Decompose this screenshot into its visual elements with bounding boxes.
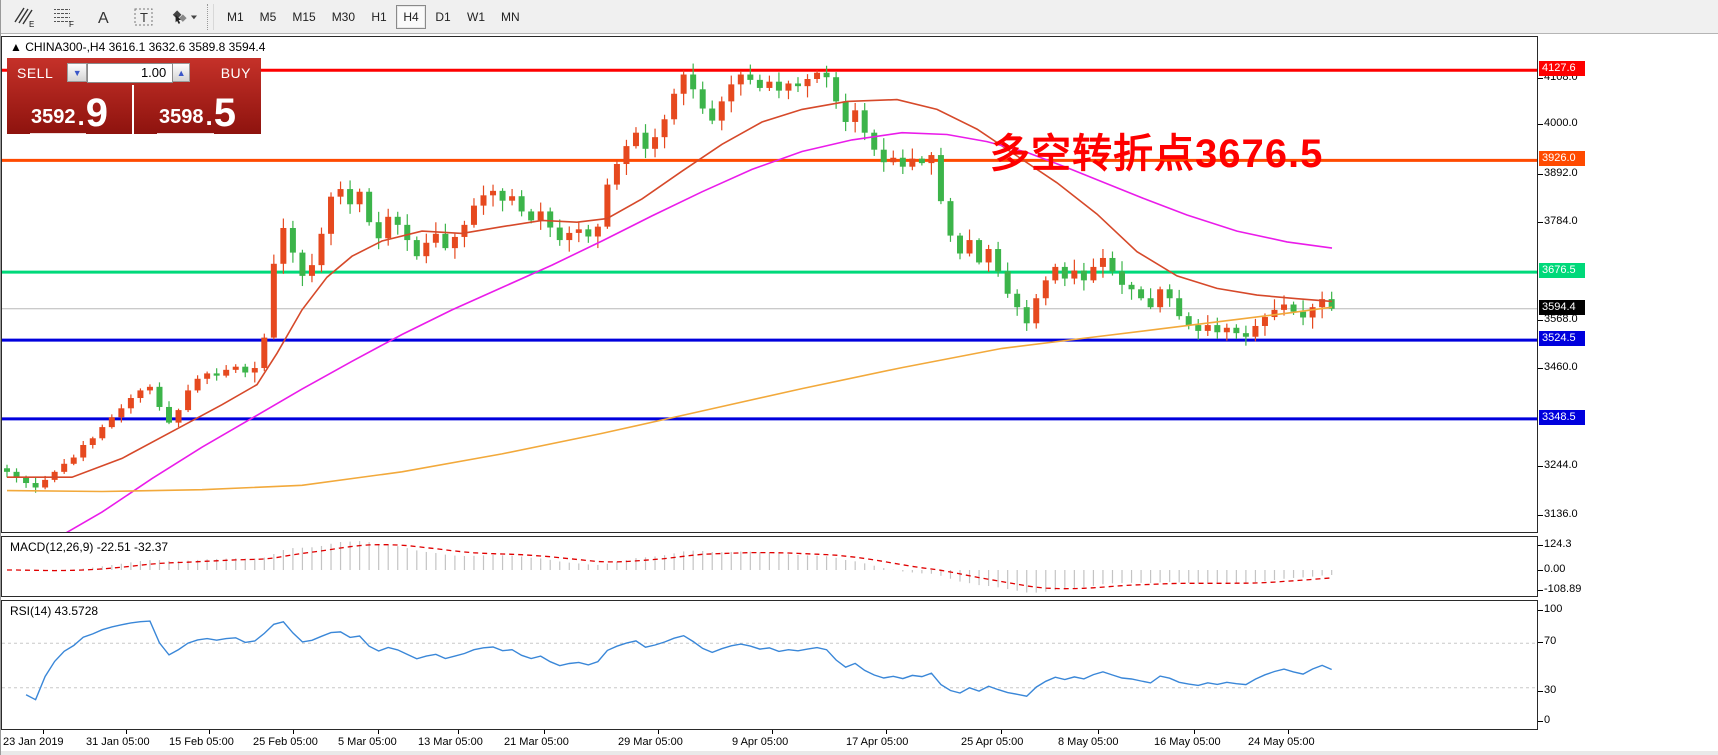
sell-price-big-digit: 9 <box>85 91 108 135</box>
price-level-badge: 3348.5 <box>1539 410 1585 425</box>
toolbar: E F A T <box>1 0 1718 34</box>
text-box-icon[interactable]: T <box>131 5 157 29</box>
bottom-strip <box>1 751 1718 755</box>
rsi-chart[interactable] <box>2 601 1537 729</box>
indicator-axis-label: 124.3 <box>1544 538 1572 550</box>
svg-text:A: A <box>98 10 109 27</box>
price-axis-label: 3892.0 <box>1544 167 1578 179</box>
timeframe-d1[interactable]: D1 <box>435 9 451 24</box>
indicator-axis-label: 30 <box>1544 684 1557 696</box>
svg-text:E: E <box>29 20 34 28</box>
date-axis-label: 5 Mar 05:00 <box>338 736 397 748</box>
timeframe-m1[interactable]: M1 <box>227 9 244 24</box>
price-axis-label: 4000.0 <box>1544 117 1578 129</box>
volume-dropdown-button[interactable]: ▼ <box>67 63 88 82</box>
timeframe-m5[interactable]: M5 <box>259 9 277 24</box>
sell-price-button[interactable]: 3592 . 9 <box>7 85 134 134</box>
timeframe-m30[interactable]: M30 <box>331 9 356 24</box>
price-axis[interactable]: 4108.0 4000.0 3892.0 3784.0 3568.0 3460.0 3244… <box>1538 36 1718 730</box>
date-axis-label: 23 Jan 2019 <box>3 736 64 748</box>
buy-price-dot: . <box>205 101 213 131</box>
sell-label: SELL <box>17 64 54 81</box>
price-axis-label: 3460.0 <box>1544 361 1578 373</box>
macd-chart[interactable] <box>2 537 1537 596</box>
price-axis-label: 3136.0 <box>1544 508 1578 520</box>
price-axis-label: 3568.0 <box>1544 313 1578 325</box>
indicator-axis-label: 70 <box>1544 635 1557 647</box>
symbol-ohlc-line: ▲ CHINA300-,H4 3616.1 3632.6 3589.8 3594… <box>10 40 266 54</box>
macd-pane[interactable]: MACD(12,26,9) -22.51 -32.37 <box>1 536 1538 597</box>
price-level-badge: 4127.6 <box>1539 61 1585 76</box>
date-axis-label: 15 Feb 05:00 <box>169 736 234 748</box>
volume-increase-button[interactable]: ▲ <box>173 63 191 82</box>
sell-price-int: 3592 <box>31 106 76 128</box>
price-level-badge: 3676.5 <box>1539 263 1585 278</box>
date-axis-label: 25 Apr 05:00 <box>961 736 1024 748</box>
price-level-badge: 3926.0 <box>1539 151 1585 166</box>
price-level-badge: 3594.4 <box>1539 300 1585 315</box>
timeframe-h4[interactable]: H4 <box>396 4 427 29</box>
timeframe-toolbar: M1 M5 M15 M30 H1 H4 D1 W1 MN <box>220 4 527 29</box>
sell-price-dot: . <box>77 101 85 131</box>
timeframe-mn[interactable]: MN <box>501 9 520 24</box>
time-axis[interactable]: 23 Jan 2019 31 Jan 05:00 15 Feb 05:00 25 Fe… <box>1 730 1538 755</box>
volume-input[interactable] <box>87 62 174 83</box>
shapes-dropdown-icon[interactable] <box>171 5 197 29</box>
svg-text:T: T <box>140 10 148 25</box>
price-axis-label: 3784.0 <box>1544 215 1578 227</box>
rsi-label: RSI(14) 43.5728 <box>10 604 99 618</box>
date-axis-label: 31 Jan 05:00 <box>86 736 150 748</box>
rsi-pane[interactable]: RSI(14) 43.5728 <box>1 600 1538 730</box>
indicator-axis-label: 0 <box>1544 714 1551 726</box>
indicator-axis-label: -108.89 <box>1544 583 1582 595</box>
date-axis-label: 17 Apr 05:00 <box>846 736 909 748</box>
drawing-tools-group: E F A T <box>1 5 197 29</box>
buy-price-big-digit: 5 <box>213 91 236 135</box>
svg-text:F: F <box>69 20 74 28</box>
price-level-badge: 3524.5 <box>1539 331 1585 346</box>
grid-f-icon[interactable]: F <box>51 5 77 29</box>
date-axis-label: 25 Feb 05:00 <box>253 736 318 748</box>
candlestick-chart[interactable] <box>2 37 1537 532</box>
date-axis-label: 24 May 05:00 <box>1248 736 1315 748</box>
chart-annotation-text: 多空转折点3676.5 <box>990 132 1324 176</box>
date-axis-label: 9 Apr 05:00 <box>732 736 789 748</box>
date-axis-label: 16 May 05:00 <box>1154 736 1221 748</box>
indicator-axis-label: 100 <box>1544 603 1563 615</box>
hatch-pattern-e-icon[interactable]: E <box>11 5 37 29</box>
main-chart-pane[interactable]: ▲ CHINA300-,H4 3616.1 3632.6 3589.8 3594… <box>1 36 1538 533</box>
indicator-axis-label: 0.00 <box>1544 563 1566 575</box>
macd-label: MACD(12,26,9) -22.51 -32.37 <box>10 540 169 554</box>
one-click-trade-panel: SELL ▼ ▲ BUY 3592 . 9 3598 . 5 <box>7 58 261 134</box>
buy-price-int: 3598 <box>159 106 204 128</box>
buy-price-button[interactable]: 3598 . 5 <box>134 85 261 134</box>
timeframe-m15[interactable]: M15 <box>292 9 316 24</box>
buy-label: BUY <box>220 64 251 81</box>
date-axis-label: 8 May 05:00 <box>1058 736 1119 748</box>
price-axis-label: 3244.0 <box>1544 459 1578 471</box>
timeframe-w1[interactable]: W1 <box>467 9 486 24</box>
timeframe-h1[interactable]: H1 <box>371 9 387 24</box>
date-axis-label: 13 Mar 05:00 <box>418 736 483 748</box>
toolbar-separator <box>207 3 214 30</box>
text-label-icon[interactable]: A <box>91 5 117 29</box>
date-axis-label: 21 Mar 05:00 <box>504 736 569 748</box>
date-axis-label: 29 Mar 05:00 <box>618 736 683 748</box>
